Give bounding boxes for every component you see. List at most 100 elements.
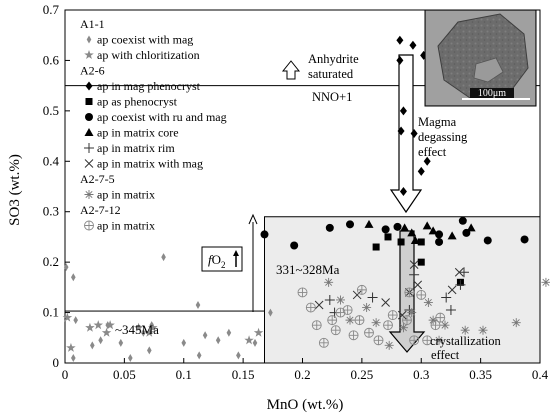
- data-point: [397, 126, 405, 136]
- series-a1-1-diamond-small-gray: [63, 253, 273, 362]
- data-point: [324, 294, 335, 305]
- marker-shape: [133, 322, 144, 332]
- data-point: [311, 320, 322, 331]
- marker-shape: [520, 235, 529, 244]
- marker-shape: [352, 290, 362, 300]
- fo2-subscript: 2: [221, 260, 226, 270]
- marker-shape: [398, 323, 408, 333]
- data-point: [330, 325, 341, 336]
- marker-shape: [396, 35, 404, 45]
- data-point: [447, 285, 457, 295]
- data-point: [413, 280, 423, 290]
- marker-shape: [364, 219, 374, 228]
- data-point: [118, 338, 124, 347]
- legend-entry-label: ap coexist with ru and mag: [97, 110, 227, 124]
- y-tick-label: 0.2: [43, 254, 59, 269]
- data-point: [407, 228, 417, 237]
- degassing-line2: degassing: [418, 130, 468, 144]
- marker-shape: [478, 325, 488, 335]
- y-tick-label: 0.4: [43, 153, 60, 168]
- marker-cross: [357, 285, 367, 295]
- marker-shape: [396, 55, 404, 65]
- legend-entry-label: ap in matrix with mag: [97, 157, 203, 171]
- legend-marker: [84, 159, 94, 168]
- annotation-degassing: Magma degassing effect: [418, 115, 468, 159]
- data-point: [511, 318, 521, 328]
- x-tick-label: 0.35: [469, 367, 492, 382]
- marker-shape: [400, 223, 410, 232]
- data-point: [362, 303, 372, 313]
- legend-marker: [85, 113, 93, 121]
- marker-shape: [371, 318, 381, 328]
- data-point: [435, 312, 446, 323]
- marker-shape: [397, 238, 405, 246]
- data-point: [381, 298, 390, 307]
- data-point: [454, 267, 464, 277]
- data-point: [342, 305, 353, 315]
- data-point: [407, 308, 417, 318]
- anhydrite-label-line2: saturated: [308, 67, 354, 81]
- data-point: [260, 230, 269, 239]
- marker-cross: [383, 320, 393, 330]
- marker-shape: [466, 223, 476, 232]
- y-tick-label: 0.7: [43, 2, 60, 17]
- data-point: [63, 263, 69, 272]
- y-tick-label: 0.5: [43, 103, 59, 118]
- data-point: [290, 241, 299, 250]
- region-age-345: [64, 310, 298, 364]
- legend-marker: [84, 50, 94, 60]
- data-point: [455, 279, 466, 290]
- x-tick-label: 0.15: [232, 367, 255, 382]
- data-point: [226, 328, 232, 337]
- marker-shape: [445, 305, 456, 316]
- data-point: [144, 327, 155, 337]
- marker-shape: [62, 312, 73, 322]
- marker-shape: [71, 353, 76, 362]
- data-point: [373, 335, 384, 346]
- marker-shape: [236, 351, 241, 360]
- marker-shape: [409, 260, 419, 270]
- data-point: [66, 342, 76, 352]
- data-point: [404, 287, 415, 298]
- marker-shape: [407, 228, 417, 237]
- data-point: [447, 231, 457, 240]
- legend-entry-label: ap in matrix core: [97, 126, 179, 140]
- marker-shape: [63, 263, 69, 272]
- marker-shape: [422, 221, 432, 230]
- marker-shape: [215, 336, 221, 345]
- data-point: [244, 335, 254, 345]
- marker-shape: [147, 346, 152, 355]
- marker-shape: [447, 285, 457, 295]
- legend-entry-label: ap in matrix rim: [97, 141, 175, 155]
- marker-shape: [407, 308, 417, 318]
- data-point: [396, 55, 404, 65]
- data-point: [356, 284, 367, 295]
- legend-entry-label: ap in mag phenocryst: [97, 79, 201, 93]
- annotation-crystallization: crystallization effect: [430, 334, 502, 362]
- data-point: [440, 320, 450, 330]
- legend-marker: [86, 35, 92, 44]
- age-label-old: ~345Ma: [115, 322, 159, 337]
- marker-shape: [324, 277, 334, 287]
- marker-shape: [455, 279, 466, 290]
- marker-shape: [367, 292, 378, 303]
- marker-shape: [260, 230, 269, 239]
- marker-shape: [458, 216, 467, 225]
- series-a2-6-x: [314, 260, 464, 320]
- data-point: [428, 226, 438, 235]
- data-point: [393, 222, 402, 231]
- marker-cross: [331, 325, 341, 335]
- marker-shape: [417, 166, 425, 176]
- data-point: [435, 237, 444, 246]
- marker-shape: [202, 331, 208, 340]
- marker-cross: [431, 320, 440, 330]
- marker-shape: [84, 190, 94, 199]
- data-point: [409, 40, 417, 50]
- data-point: [384, 340, 394, 350]
- legend-group-title: A1-1: [80, 17, 105, 31]
- marker-cross: [349, 330, 359, 340]
- legend-entry-label: ap as phenocryst: [97, 95, 178, 109]
- marker-shape: [324, 294, 335, 305]
- data-point: [305, 302, 316, 313]
- data-point: [416, 289, 427, 300]
